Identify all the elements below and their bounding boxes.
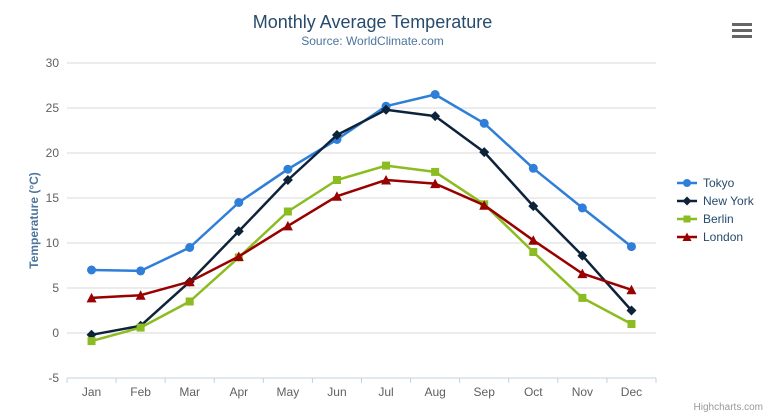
legend-item-london[interactable]: London [676,228,754,246]
x-axis-label: Mar [179,385,200,399]
legend-marker-shape[interactable] [683,215,691,223]
hamburger-icon[interactable] [730,18,758,42]
series-tokyo [87,90,636,276]
data-point-london-feb[interactable] [135,290,146,300]
x-axis-label: Nov [572,385,593,399]
legend-item-new-york[interactable]: New York [676,192,754,210]
series-line-berlin[interactable] [90,164,633,343]
y-axis-label: 25 [46,101,60,115]
x-axis-label: Feb [130,385,151,399]
data-point-london-apr[interactable] [233,251,244,262]
data-point-berlin-feb[interactable] [136,323,145,332]
series-line-tokyo[interactable] [90,93,633,273]
data-point-tokyo-jan[interactable] [87,265,97,275]
credits-link[interactable]: Highcharts.com [693,402,763,413]
data-point-tokyo-dec[interactable] [626,242,636,252]
y-axis-label: 0 [52,326,59,340]
legend-label: New York [703,194,754,208]
x-axis-label: Oct [524,385,543,399]
data-point-berlin-aug[interactable] [431,167,440,176]
x-axis-label: Apr [229,385,248,399]
y-axis-label: 20 [46,146,60,160]
series-line-london[interactable] [90,178,633,300]
x-axis-label: Aug [424,385,445,399]
y-axis-label: 15 [46,191,60,205]
series-line-new-york[interactable] [90,108,633,337]
data-point-tokyo-nov[interactable] [577,203,587,213]
x-axis-label: Dec [621,385,642,399]
legend-marker-shape[interactable] [682,196,692,206]
data-point-tokyo-apr[interactable] [234,198,244,207]
data-point-london-aug[interactable] [430,178,441,189]
diamond-legend-marker-icon [677,196,697,206]
data-point-london-nov[interactable] [577,268,588,279]
data-point-new-york-nov[interactable] [577,250,588,261]
data-point-new-york-jun[interactable] [331,130,342,140]
data-point-berlin-mar[interactable] [185,297,194,306]
data-point-new-york-apr[interactable] [233,226,244,237]
hamburger-bar [732,34,752,38]
hamburger-bar [732,22,752,26]
data-point-berlin-jul[interactable] [382,161,391,170]
data-point-tokyo-aug[interactable] [430,90,440,99]
x-axis-label: Jun [327,385,346,399]
y-axis-label: 10 [46,236,60,250]
legend-marker-shape[interactable] [683,179,691,187]
data-point-london-jul[interactable] [381,175,392,185]
legend-marker-shape[interactable] [682,232,692,242]
data-point-tokyo-mar[interactable] [185,243,195,252]
data-point-berlin-dec[interactable] [627,320,636,328]
data-point-new-york-aug[interactable] [430,111,441,122]
data-point-new-york-jul[interactable] [381,104,392,115]
data-point-berlin-jun[interactable] [332,176,341,184]
data-point-new-york-oct[interactable] [528,201,539,212]
series-new-york [86,104,637,340]
y-axis-label: 30 [46,56,60,70]
data-point-london-sep[interactable] [479,200,490,210]
data-point-tokyo-sep[interactable] [479,118,489,128]
data-point-london-jan[interactable] [86,292,97,303]
data-point-tokyo-feb[interactable] [136,266,146,276]
x-axis-label: Jan [82,385,101,399]
data-point-berlin-nov[interactable] [578,293,587,302]
legend-item-berlin[interactable]: Berlin [676,210,754,228]
legend-label: Tokyo [703,176,735,190]
chart-title: Monthly Average Temperature [252,12,493,32]
square-legend-marker-icon [677,215,697,223]
chart-legend: Tokyo New York Berlin London [676,174,754,246]
legend-label: London [703,230,744,244]
data-point-tokyo-may[interactable] [283,164,293,174]
data-point-tokyo-oct[interactable] [528,163,538,173]
data-point-new-york-dec[interactable] [626,305,637,316]
data-point-berlin-jan[interactable] [87,337,96,346]
legend-label: Berlin [703,212,734,226]
y-axis-label: -5 [48,371,59,385]
data-point-london-may[interactable] [282,220,293,231]
triangle-legend-marker-icon [677,232,697,242]
hamburger-bar [732,28,752,32]
series-london [86,175,637,303]
data-point-new-york-may[interactable] [282,175,293,185]
y-axis-label: 5 [52,281,59,295]
data-point-berlin-oct[interactable] [529,248,538,256]
data-point-london-jun[interactable] [331,191,342,201]
legend-item-tokyo[interactable]: Tokyo [676,174,754,192]
x-axis-label: Sep [474,385,496,399]
data-point-new-york-sep[interactable] [479,147,490,158]
data-point-london-dec[interactable] [626,284,637,295]
circle-legend-marker-icon [677,179,697,187]
chart-subtitle: Source: WorldClimate.com [301,34,444,48]
x-axis-label: Jul [378,385,393,399]
data-point-london-mar[interactable] [184,276,195,287]
y-axis-title: Temperature (°C) [27,172,41,269]
data-point-london-oct[interactable] [528,235,539,245]
data-point-berlin-may[interactable] [283,207,292,216]
x-axis-label: May [277,385,300,399]
